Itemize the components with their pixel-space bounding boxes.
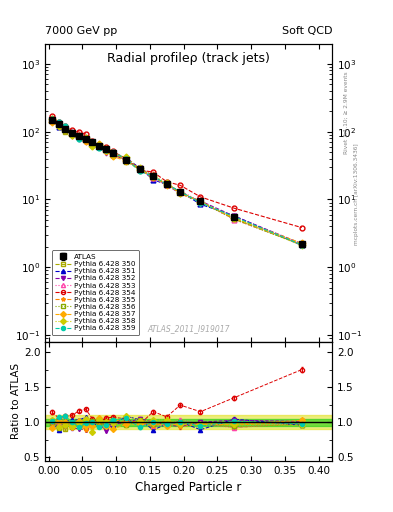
Text: mcplots.cern.ch [arXiv:1306.3436]: mcplots.cern.ch [arXiv:1306.3436] xyxy=(354,144,359,245)
Y-axis label: Ratio to ATLAS: Ratio to ATLAS xyxy=(11,363,21,439)
Text: Radial profileρ (track jets): Radial profileρ (track jets) xyxy=(107,52,270,66)
Bar xyxy=(45,419,332,426)
Text: Rivet 3.1.10; ≥ 2.9M events: Rivet 3.1.10; ≥ 2.9M events xyxy=(344,71,349,154)
X-axis label: Charged Particle r: Charged Particle r xyxy=(136,481,242,494)
Legend: ATLAS, Pythia 6.428 350, Pythia 6.428 351, Pythia 6.428 352, Pythia 6.428 353, P: ATLAS, Pythia 6.428 350, Pythia 6.428 35… xyxy=(51,250,139,335)
Text: 7000 GeV pp: 7000 GeV pp xyxy=(45,26,118,36)
Text: ATLAS_2011_I919017: ATLAS_2011_I919017 xyxy=(147,324,230,333)
Bar xyxy=(45,415,332,429)
Text: Soft QCD: Soft QCD xyxy=(282,26,332,36)
